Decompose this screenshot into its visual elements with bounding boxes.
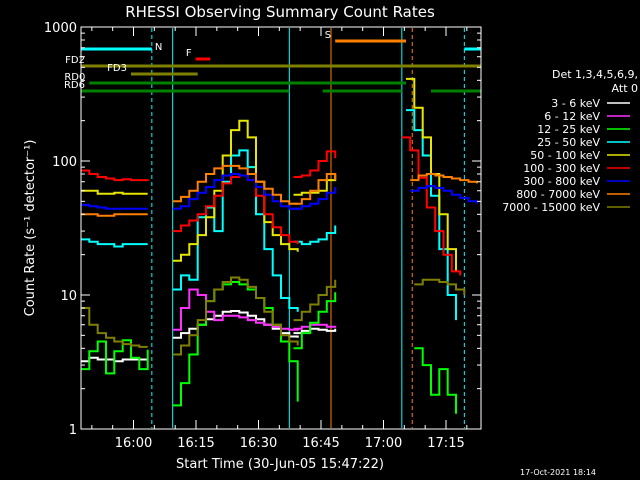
flag-label-4: FD3 — [107, 63, 127, 74]
y-tick-label-0: 1 — [69, 423, 77, 438]
series-2-segment-3 — [414, 347, 457, 414]
series-7-segment-3 — [410, 173, 478, 184]
plot-frame — [80, 26, 482, 430]
x-tick-label-1: 16:15 — [177, 436, 214, 451]
legend-title-1: Att 0 — [612, 82, 638, 95]
series-3-segment-1 — [172, 149, 299, 312]
series-8-segment-0 — [81, 307, 148, 348]
x-tick-label-5: 17:15 — [427, 436, 464, 451]
legend-label-1: 6 - 12 keV — [544, 110, 600, 123]
legend-label-0: 3 - 6 keV — [551, 97, 600, 110]
timestamp-label: 17-Oct-2021 18:14 — [520, 468, 596, 477]
series-7-segment-1 — [172, 164, 298, 205]
legend-label-4: 50 - 100 keV — [530, 149, 600, 162]
series-5-segment-0 — [81, 169, 149, 182]
series-3-segment-0 — [81, 238, 148, 248]
series-3-segment-3 — [406, 109, 457, 321]
x-axis-label: Start Time (30-Jun-05 15:47:22) — [176, 457, 384, 472]
flag-label-3: FD2 — [65, 55, 85, 66]
series-7-segment-0 — [81, 213, 148, 217]
series-6-segment-0 — [81, 203, 148, 210]
legend-title-0: Det 1,3,4,5,6,9, — [552, 68, 638, 81]
series-2-segment-0 — [81, 339, 149, 375]
y-tick-label-2: 100 — [52, 155, 77, 170]
series-7-segment-2 — [293, 173, 337, 205]
legend-label-3: 25 - 50 keV — [537, 136, 600, 149]
series-1-segment-1 — [293, 323, 337, 330]
series-8-segment-3 — [414, 278, 466, 295]
legend-label-5: 100 - 300 keV — [523, 162, 600, 175]
legend-label-6: 300 - 800 keV — [523, 175, 600, 188]
series-5-segment-2 — [293, 150, 337, 178]
legend-label-7: 800 - 7000 keV — [516, 188, 600, 201]
series-6-segment-2 — [293, 187, 337, 210]
series-6-segment-1 — [172, 173, 299, 211]
series-2-segment-1 — [172, 281, 299, 407]
x-tick-label-4: 17:00 — [365, 436, 402, 451]
y-tick-label-3: 1000 — [44, 21, 77, 36]
series-5-segment-1 — [172, 174, 299, 245]
x-tick-label-0: 16:00 — [115, 436, 152, 451]
series-5-segment-3 — [401, 136, 462, 276]
series-2-segment-2 — [293, 292, 337, 350]
chart-title: RHESSI Observing Summary Count Rates — [125, 3, 435, 21]
flag-label-1: S — [325, 30, 331, 41]
series-8-segment-2 — [293, 279, 337, 322]
series-8-segment-1 — [172, 276, 299, 356]
y-tick-label-1: 10 — [60, 289, 77, 304]
flag-label-2: F — [186, 48, 192, 59]
series-3-segment-2 — [293, 225, 337, 246]
y-axis-label: Count Rate (s⁻¹ detector⁻¹) — [23, 140, 38, 317]
vline-label: N — [155, 42, 162, 53]
series-6-segment-3 — [410, 185, 478, 204]
flag-label-6: RD6 — [64, 80, 85, 91]
series-4-segment-0 — [81, 189, 148, 195]
x-tick-label-3: 16:45 — [302, 436, 339, 451]
legend-label-2: 12 - 25 keV — [537, 123, 600, 136]
series-0-segment-2 — [293, 327, 337, 335]
legend-label-8: 7000 - 15000 keV — [502, 201, 600, 214]
flag-label-5: RD0 — [64, 72, 85, 83]
x-tick-label-2: 16:30 — [240, 436, 277, 451]
